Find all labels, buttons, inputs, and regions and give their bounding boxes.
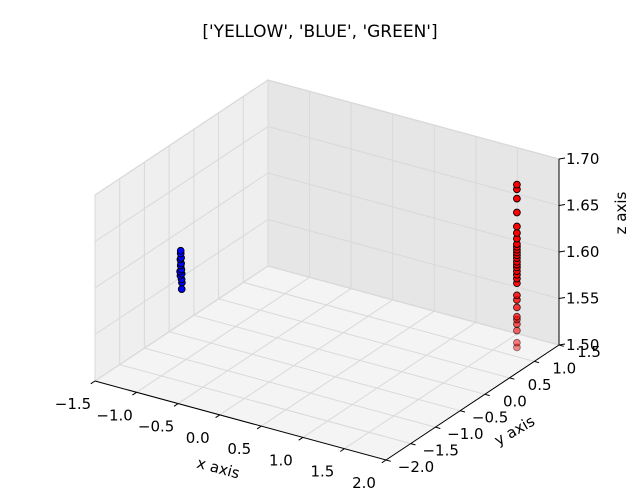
y-tick-label: −0.5 <box>472 409 508 427</box>
x-tick-mark <box>215 414 220 419</box>
grid-line-z-back <box>267 265 560 346</box>
grid-line-x-floor <box>177 288 352 405</box>
y-tick-mark <box>459 410 466 413</box>
y-tick-label: −2.0 <box>398 458 434 476</box>
grid-line-x-floor <box>344 333 518 450</box>
z-tick-label: 1.70 <box>566 150 599 168</box>
grid-line-z-left <box>94 172 269 289</box>
x-tick-label: 2.0 <box>352 474 376 492</box>
z-tick-mark <box>558 343 566 346</box>
data-point-series-0 <box>513 338 521 347</box>
data-point-series-0 <box>513 303 521 312</box>
x-tick-mark <box>340 448 345 452</box>
grid-line-z-back <box>267 79 560 160</box>
grid-line-z-left <box>94 79 269 196</box>
x-tick-label: 1.5 <box>310 463 334 481</box>
y-tick-mark <box>435 426 441 429</box>
y-axis-line <box>385 344 560 461</box>
data-points <box>176 180 521 352</box>
data-point-series-0 <box>513 222 521 231</box>
z-tick-label: 1.65 <box>566 197 599 215</box>
z-tick-label: 1.60 <box>566 243 599 261</box>
x-axis-label: x axis <box>195 454 242 483</box>
grid-line-z-left <box>94 126 269 242</box>
y-tick-mark <box>410 443 416 446</box>
data-point-series-0 <box>513 312 521 321</box>
tick-labels: −1.5−1.0−0.50.00.51.01.52.0−2.0−1.5−1.0−… <box>55 150 601 492</box>
data-point-series-0 <box>513 208 521 217</box>
grid-line-y-floor <box>144 347 436 428</box>
y-tick-label: 1.5 <box>577 343 601 361</box>
data-point-series-0 <box>513 229 521 237</box>
z-tick-label: 1.55 <box>566 290 599 308</box>
grid-line-y-floor <box>168 331 461 412</box>
axes-panes <box>94 79 560 460</box>
grid-line-z-back <box>267 172 560 253</box>
floor-pane <box>95 266 559 460</box>
x-tick-label: 0.5 <box>227 440 251 458</box>
x-tick-label: 1.0 <box>269 451 293 469</box>
y-tick-mark <box>509 377 515 380</box>
chart-title: ['YELLOW', 'BLUE', 'GREEN'] <box>202 22 438 42</box>
grid-line-z-back <box>267 219 560 299</box>
x-tick-mark <box>298 436 304 441</box>
data-point-series-0 <box>513 291 521 300</box>
x-tick-mark <box>132 391 137 396</box>
z-tick-mark <box>558 250 566 253</box>
x-tick-mark <box>381 459 387 464</box>
y-tick-label: −1.0 <box>447 425 483 443</box>
grid-line-x-floor <box>261 310 435 427</box>
x-tick-label: 0.0 <box>186 429 210 447</box>
x-tick-label: −0.5 <box>138 418 174 436</box>
x-axis-line <box>94 380 387 461</box>
grid-line-y-floor <box>193 314 486 395</box>
x-tick-mark <box>256 425 262 430</box>
x-tick-mark <box>90 380 96 385</box>
grid-line-x-floor <box>302 321 477 438</box>
z-tick-mark <box>558 204 566 206</box>
axes-lines <box>90 157 566 464</box>
data-point-series-0 <box>513 180 521 189</box>
y-tick-mark <box>534 360 540 364</box>
x-tick-label: −1.5 <box>55 395 91 413</box>
y-tick-mark <box>385 459 391 462</box>
data-point-series-0 <box>513 326 521 335</box>
y-tick-label: 1.0 <box>552 359 576 377</box>
grid-line-z-left <box>94 265 269 382</box>
grid-line-y-floor <box>119 364 411 445</box>
grid-line-y-floor <box>218 298 510 379</box>
grid-line-x-floor <box>219 299 393 416</box>
grid-line-y-floor <box>243 281 535 362</box>
z-tick-mark <box>558 157 566 160</box>
x-tick-mark <box>173 403 179 407</box>
data-point-series-1 <box>177 285 186 293</box>
y-tick-mark <box>484 393 490 397</box>
z-tick-mark <box>558 297 566 299</box>
grid-line-z-back <box>267 126 560 206</box>
y-tick-label: −1.5 <box>422 442 458 460</box>
x-tick-label: −1.0 <box>96 406 132 424</box>
y-tick-label: 0.5 <box>528 376 552 394</box>
z-tick-label: 1.50 <box>566 336 599 354</box>
grid-line-x-floor <box>136 276 310 393</box>
data-point-series-0 <box>513 343 521 352</box>
data-point-series-1 <box>176 246 185 255</box>
data-point-series-0 <box>513 194 521 203</box>
z-axis-label: z axis <box>612 191 630 234</box>
y-tick-label: 0.0 <box>503 392 527 410</box>
